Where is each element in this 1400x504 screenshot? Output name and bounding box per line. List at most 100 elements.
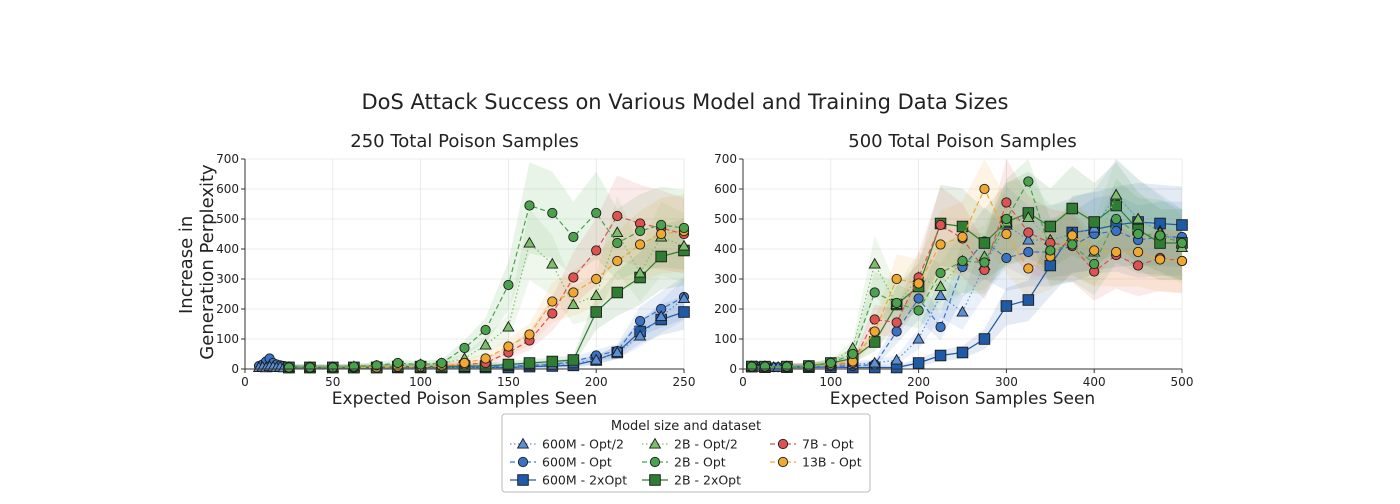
- band-2b-opt: [288, 162, 684, 369]
- series-2b-opt: [746, 176, 1188, 372]
- legend-frame: [501, 413, 871, 493]
- data-point: [803, 360, 814, 372]
- data-point: [1001, 197, 1012, 208]
- data-point: [890, 353, 903, 365]
- data-point: [633, 266, 647, 278]
- data-point: [1001, 228, 1012, 240]
- y-tick-label: 0: [729, 362, 737, 376]
- data-point: [935, 239, 946, 250]
- data-point: [934, 280, 947, 291]
- data-point: [392, 357, 403, 369]
- data-point: [1176, 237, 1188, 249]
- data-point: [590, 289, 603, 300]
- data-point: [1044, 220, 1057, 233]
- legend-marker: [517, 456, 529, 468]
- y-tick-label: 500: [714, 212, 737, 226]
- x-tick-label: 250: [673, 375, 696, 389]
- legend-marker: [517, 474, 529, 486]
- data-point: [480, 353, 491, 364]
- data-point: [546, 257, 559, 269]
- legend-entry: 2B - 2xOpt: [642, 473, 741, 488]
- legend-marker: [648, 437, 662, 449]
- data-point: [781, 361, 793, 372]
- legend-entry: 600M - Opt/2: [510, 437, 624, 452]
- y-tick-label: 200: [714, 302, 737, 316]
- data-point: [1176, 219, 1188, 231]
- legend-label: 600M - 2xOpt: [542, 473, 627, 488]
- legend-entry: 7B - Opt: [770, 437, 854, 452]
- data-point: [891, 273, 902, 285]
- data-point: [868, 336, 881, 348]
- data-point: [678, 306, 690, 318]
- data-point: [523, 236, 536, 248]
- x-tick-label: 150: [497, 375, 520, 389]
- legend-entry: 600M - Opt: [510, 455, 612, 470]
- data-point: [568, 231, 579, 243]
- x-tick-label: 50: [325, 375, 340, 389]
- y-tick-label: 600: [216, 182, 239, 196]
- data-point: [1023, 263, 1034, 274]
- data-point: [1001, 213, 1012, 225]
- y-tick-label: 300: [714, 272, 737, 286]
- data-point: [656, 228, 667, 240]
- data-point: [912, 332, 925, 344]
- data-point: [1066, 202, 1079, 215]
- data-point: [1131, 212, 1145, 224]
- data-point: [957, 255, 968, 267]
- plot-area: [245, 159, 684, 369]
- data-point: [611, 226, 624, 238]
- data-point: [1132, 246, 1144, 258]
- data-point: [825, 357, 836, 369]
- data-point: [480, 324, 491, 336]
- x-tick-label: 200: [585, 375, 608, 389]
- data-point: [612, 210, 623, 222]
- data-point: [979, 183, 990, 195]
- data-point: [956, 346, 969, 359]
- data-point: [1110, 199, 1122, 212]
- data-point: [547, 207, 558, 219]
- legend-entry: 600M - 2xOpt: [510, 473, 627, 488]
- data-point: [415, 359, 426, 370]
- data-point: [1067, 230, 1078, 241]
- y-tick-label: 400: [714, 242, 737, 256]
- chart-panel-250: 0 100 200 300 400 500 600 700 0 50 100 150 200 250 250…: [216, 131, 695, 409]
- data-point: [678, 222, 690, 234]
- legend-marker: [777, 438, 789, 450]
- legend-marker: [649, 474, 661, 486]
- data-point: [436, 357, 447, 369]
- data-point: [891, 317, 902, 328]
- y-axis-label-line1: Increase in: [176, 216, 197, 314]
- x-tick-label: 100: [819, 375, 842, 389]
- data-point: [371, 360, 382, 371]
- data-point: [934, 289, 947, 300]
- data-point: [934, 349, 947, 362]
- legend-title: Model size and dataset: [611, 419, 761, 434]
- legend-marker: [777, 456, 789, 468]
- data-point: [1111, 246, 1122, 258]
- legend-marker: [649, 456, 661, 468]
- data-point: [677, 292, 691, 303]
- data-point: [567, 354, 580, 366]
- data-point: [1067, 239, 1078, 250]
- data-point: [677, 239, 691, 251]
- data-point: [612, 255, 623, 267]
- y-tick-label: 600: [714, 182, 737, 196]
- data-point: [502, 320, 515, 332]
- data-point: [913, 305, 924, 316]
- data-point: [591, 273, 602, 285]
- data-point: [612, 237, 623, 249]
- data-point: [591, 245, 602, 256]
- data-point: [869, 287, 880, 298]
- band-2b-2xopt: [288, 218, 684, 369]
- y-tick-label: 700: [216, 152, 239, 166]
- data-point: [935, 267, 946, 279]
- data-point: [634, 225, 646, 237]
- data-point: [568, 287, 579, 298]
- x-tick-label: 500: [1171, 375, 1194, 389]
- legend-label: 2B - Opt/2: [674, 437, 738, 452]
- data-point: [479, 338, 492, 350]
- legend-label: 600M - Opt/2: [542, 437, 624, 452]
- data-point: [913, 293, 924, 304]
- y-axis-label-line2: Generation Perplexity: [197, 164, 218, 360]
- legend-label: 13B - Opt: [802, 455, 862, 470]
